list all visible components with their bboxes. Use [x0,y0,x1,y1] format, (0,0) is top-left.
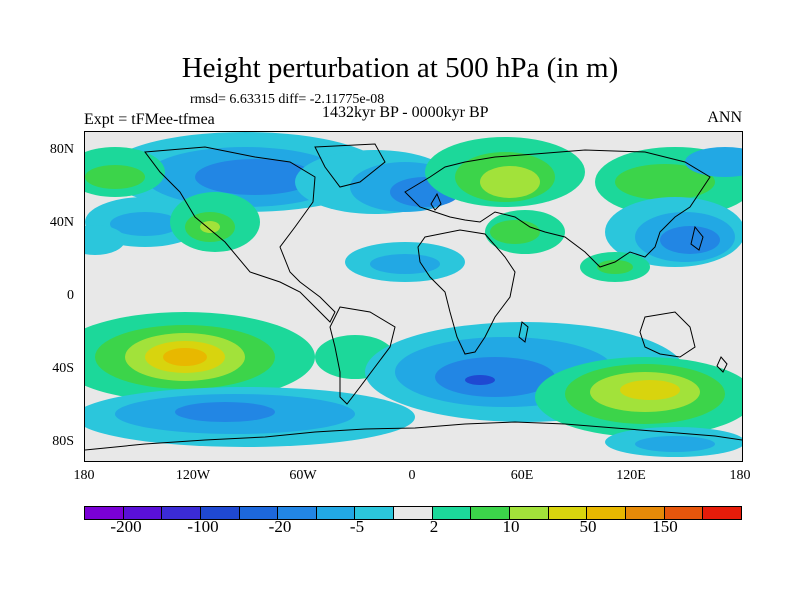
lon-tick-60w: 60W [289,468,317,483]
colorbar-swatch [278,507,317,519]
colorbar-label: 50 [579,517,597,536]
colorbar-swatch [510,507,549,519]
experiment-label: Expt = tFMee-tfmea [84,111,215,128]
contour-blob [195,159,315,195]
lat-tick-80s: 80S [52,434,74,449]
lon-tick-0: 0 [408,468,416,483]
contour-field [85,132,742,461]
contour-blob [200,221,220,233]
colorbar-swatch [162,507,201,519]
contour-blob [435,357,555,397]
lat-tick-40s: 40S [52,361,74,376]
japan-coast [690,225,704,251]
lat-tick-40n: 40N [49,215,74,230]
colorbar-swatch [355,507,395,519]
contour-blob [370,254,440,274]
contour-blob [660,226,720,254]
contour-blob [685,147,742,177]
colorbar-swatch [200,507,240,519]
colorbar-swatch [471,507,511,519]
contour-blob [615,164,715,200]
contour-blob [85,225,125,255]
coastlines [85,143,742,451]
lon-tick-120w: 120W [175,468,211,483]
colorbar-label: 150 [652,517,678,536]
south-america-coast [329,306,396,405]
europe-asia-coast [404,149,711,268]
rmsd-stats: rmsd= 6.63315 diff= -2.11775e-08 [190,92,385,107]
colorbar-swatch [316,507,356,519]
contour-blob [85,165,145,189]
colorbar [84,506,742,520]
contour-blob [597,260,633,274]
colorbar-label: -100 [187,517,219,536]
map-title: Height perturbation at 500 hPa (in m) [181,52,619,84]
australia-coast [639,311,696,358]
antarctica-coast [85,421,742,451]
colorbar-label: -20 [268,517,292,536]
contour-blob [620,380,680,400]
period-label: 1432kyr BP - 0000kyr BP [322,104,489,121]
map-panel [84,131,743,462]
contour-blob [163,348,207,366]
madagascar-coast [518,321,529,343]
colorbar-swatch [123,507,163,519]
lon-tick-120e: 120E [616,468,646,483]
colorbar-label: 10 [502,517,520,536]
lon-tick-180e: 180 [729,468,751,483]
new-zealand-coast [716,356,728,373]
lat-tick-0: 0 [67,288,74,303]
contour-blob [110,212,180,236]
season-label: ANN [707,109,742,126]
lon-tick-180w: 180 [73,468,95,483]
lat-tick-80n: 80N [49,142,74,157]
colorbar-swatch [703,507,741,519]
colorbar-swatch [85,507,124,519]
colorbar-swatch [625,507,665,519]
colorbar-label: -5 [349,517,365,536]
contour-blob [465,375,495,385]
north-america-coast [144,146,336,323]
colorbar-label: -200 [110,517,142,536]
colorbar-swatch [548,507,588,519]
lon-tick-60e: 60E [510,468,534,483]
colorbar-swatch [664,507,704,519]
colorbar-label: 2 [429,517,439,536]
africa-coast [417,229,516,355]
contour-blob [480,166,540,198]
contour-blob [490,220,540,244]
colorbar-swatch [432,507,472,519]
contour-blob [635,436,715,452]
colorbar-swatch [587,507,626,519]
greenland-coast [314,143,386,188]
contour-blob [175,402,275,422]
colorbar-swatch [394,507,433,519]
colorbar-swatch [239,507,279,519]
uk-coast [430,192,442,211]
